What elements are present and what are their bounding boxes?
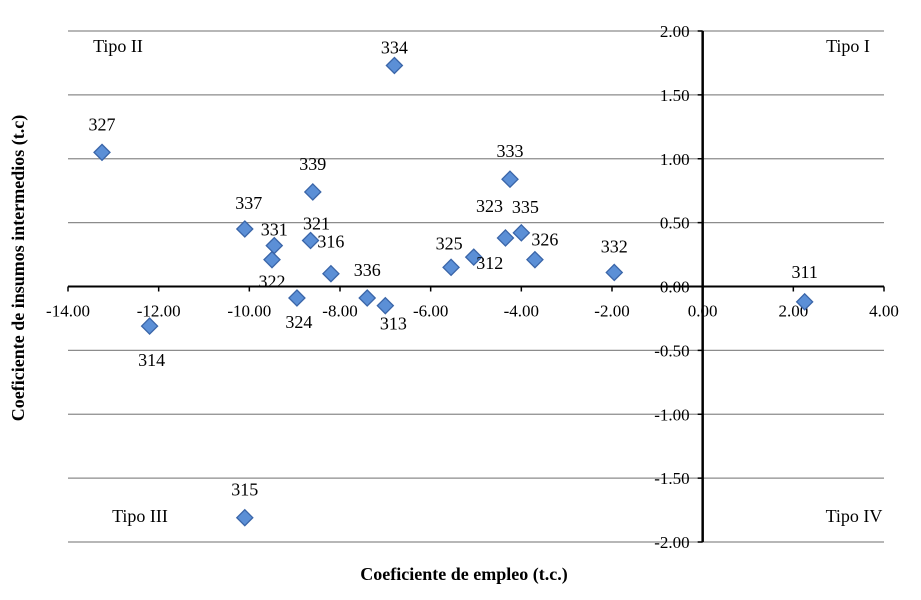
point-label: 314 (138, 350, 165, 370)
y-tick-label: 2.00 (660, 22, 690, 41)
x-tick-label: 4.00 (869, 302, 899, 321)
point-label: 331 (261, 220, 288, 240)
point-marker (93, 143, 111, 162)
point-marker (464, 248, 483, 267)
point-marker (263, 250, 281, 269)
point-marker (235, 220, 254, 238)
x-tick-label: -8.00 (322, 302, 357, 321)
point-label: 333 (497, 141, 524, 161)
point-marker (605, 263, 624, 282)
point-label: 323 (476, 196, 503, 216)
point-marker (235, 508, 254, 527)
point-marker (526, 250, 544, 269)
quadrant-label-tipo-ii: Tipo II (93, 36, 143, 56)
point-label: 326 (531, 230, 558, 250)
x-tick-label: -2.00 (594, 302, 629, 321)
y-tick-label: 0.50 (660, 214, 690, 233)
y-tick-label: -1.00 (654, 405, 689, 424)
point-label: 313 (380, 314, 407, 334)
point-marker (496, 229, 515, 247)
point-marker (288, 289, 306, 307)
x-tick-label: -14.00 (46, 302, 90, 321)
point-label: 311 (791, 262, 817, 282)
point-label: 332 (601, 236, 628, 256)
point-marker (376, 296, 395, 315)
quadrant-label-tipo-i: Tipo I (826, 36, 870, 56)
gridlines (68, 30, 884, 543)
point-label: 334 (381, 37, 408, 57)
point-marker (140, 317, 159, 336)
y-tick-label: 1.50 (660, 86, 690, 105)
x-tick-label: -12.00 (137, 302, 181, 321)
point-label: 335 (512, 197, 539, 217)
point-label: 325 (436, 233, 463, 253)
data-points (93, 56, 814, 527)
point-marker (442, 258, 460, 277)
y-tick-label: -1.50 (654, 469, 689, 488)
x-axis-title: Coeficiente de empleo (t.c.) (360, 564, 567, 585)
point-label: 336 (354, 260, 381, 280)
point-marker (501, 170, 519, 189)
tick-labels: 2.00 1.50 1.00 0.50 0.00 -0.50 -1.00 -1.50 -2.00… (46, 22, 899, 552)
y-tick-label: -0.50 (654, 341, 689, 360)
point-label: 315 (231, 480, 258, 500)
point-label: 312 (476, 253, 503, 273)
point-marker (303, 183, 322, 201)
y-axis-title: Coeficiente de insumos intermedios (t.c) (8, 115, 29, 421)
axes (67, 30, 885, 543)
point-marker (301, 231, 320, 250)
point-marker (265, 236, 284, 255)
x-tick-label: -6.00 (413, 302, 448, 321)
quadrant-label-tipo-iv: Tipo IV (826, 506, 883, 526)
point-label: 339 (299, 154, 326, 174)
point-marker (795, 292, 814, 311)
point-label: 316 (317, 232, 344, 252)
point-label: 337 (235, 193, 262, 213)
point-marker (358, 289, 377, 307)
point-label: 321 (303, 214, 330, 234)
y-tick-label: 1.00 (660, 150, 690, 169)
point-label: 322 (259, 272, 286, 292)
point-label: 327 (89, 114, 116, 134)
y-tick-label: 0.00 (660, 278, 690, 297)
y-tick-label: -2.00 (654, 533, 689, 552)
x-tick-label: -10.00 (227, 302, 271, 321)
x-tick-label: -4.00 (504, 302, 539, 321)
point-marker (385, 56, 404, 75)
point-label: 324 (285, 312, 312, 332)
point-marker (322, 264, 340, 283)
point-marker (512, 223, 531, 242)
x-tick-label: 0.00 (688, 302, 718, 321)
quadrant-label-tipo-iii: Tipo III (112, 506, 168, 526)
quadrant-labels: Tipo II Tipo I Tipo III Tipo IV (93, 36, 882, 526)
